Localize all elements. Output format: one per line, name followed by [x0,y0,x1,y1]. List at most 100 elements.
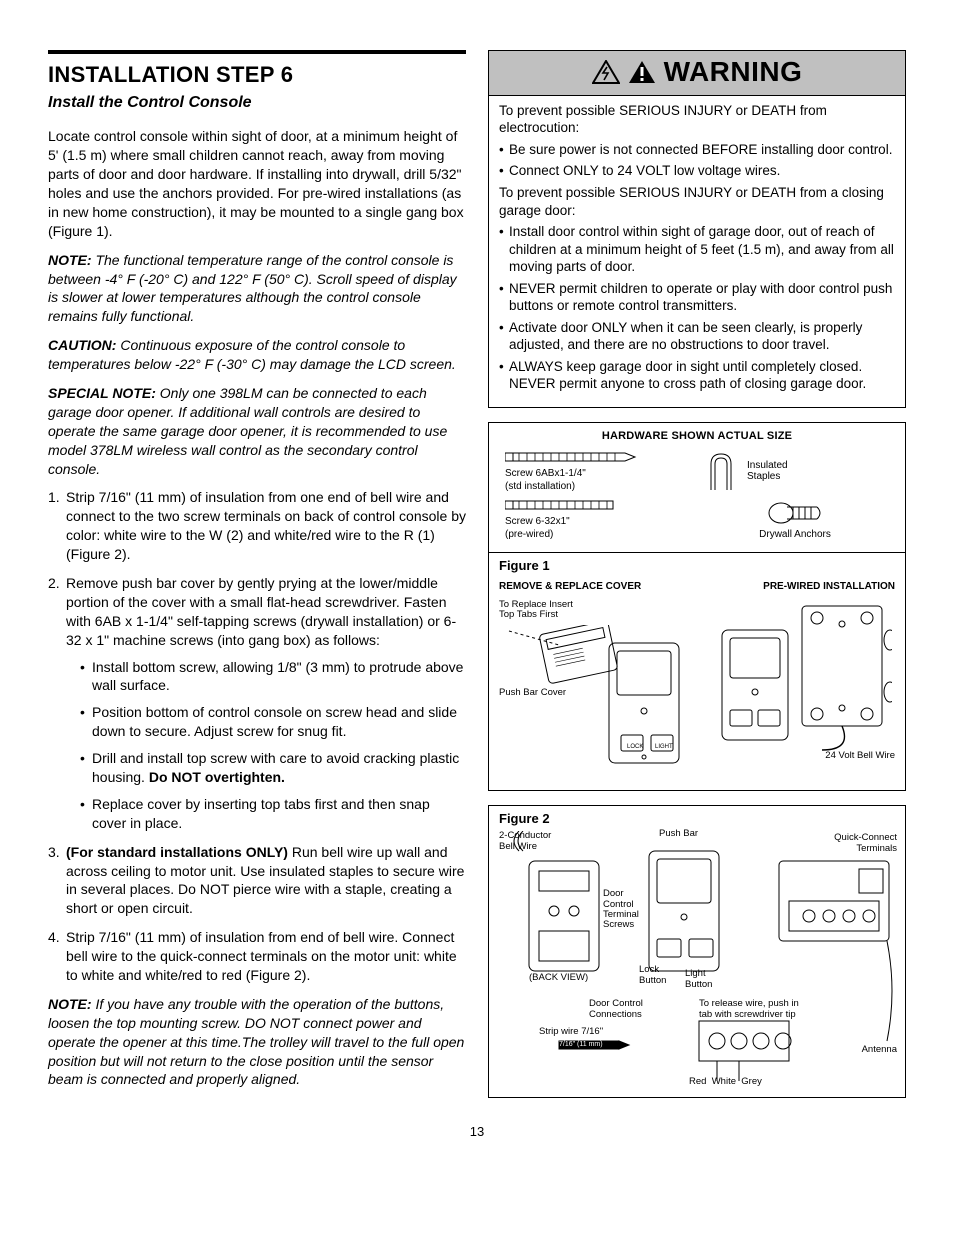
hw-screw1-label-a: Screw 6ABx1-1/4" [505,468,586,479]
fig1-sub-left: REMOVE & REPLACE COVER [499,580,641,594]
hw-staples-label-a: Insulated [747,460,788,471]
steps-list: Strip 7/16" (11 mm) of insulation from o… [48,488,466,984]
fig2-colors: Red White Grey [689,1077,762,1087]
fig2-bellwire-b: Bell Wire [499,841,537,852]
step-2b: Position bottom of control console on sc… [80,703,466,741]
hw-anchors-label: Drywall Anchors [759,529,831,540]
alert-icon [628,60,656,84]
warn-b6: ALWAYS keep garage door in sight until c… [499,358,895,393]
fig2-release-a: To release wire, push in [699,998,799,1009]
warning-body: To prevent possible SERIOUS INJURY or DE… [488,96,906,408]
figure2-diagram-icon [499,831,899,1091]
fig2-bellwire: 2-Conductor Bell Wire [499,831,551,852]
fig2-dcts-c: Terminal [603,909,639,920]
hw-screw2-label-b: (pre-wired) [505,529,553,540]
fig2-grey: Grey [741,1076,762,1087]
step-2: Remove push bar cover by gently prying a… [48,574,466,833]
note2-paragraph: NOTE: If you have any trouble with the o… [48,995,466,1089]
warn-b5: Activate door ONLY when it can be seen c… [499,319,895,354]
hw-anchors: Drywall Anchors [701,499,889,540]
fig2-dcts-d: Screws [603,919,634,930]
note2-label: NOTE: [48,996,92,1012]
fig2-dcts-b: Control [603,899,634,910]
fig2-lightbtn: LightButton [685,969,712,990]
fig2-strip: Strip wire 7/16" [539,1027,603,1037]
hw-screw1-label-b: (std installation) [505,481,575,492]
hw-screw1: Screw 6ABx1-1/4" (std installation) [505,448,693,492]
left-column: INSTALLATION STEP 6 Install the Control … [48,50,466,1099]
section-subtitle: Install the Control Console [48,92,466,114]
intro-paragraph: Locate control console within sight of d… [48,127,466,240]
step-2-sublist: Install bottom screw, allowing 1/8" (3 m… [66,658,466,833]
warn-b3: Install door control within sight of gar… [499,223,895,276]
fig2-pushbar: Push Bar [659,829,698,839]
fig2-dcc-b: Connections [589,1009,642,1020]
warn-b1: Be sure power is not connected BEFORE in… [499,141,895,159]
fig1-pushbar-label: Push Bar Cover [499,688,566,698]
fig2-white: White [712,1076,736,1087]
special-note-paragraph: SPECIAL NOTE: Only one 398LM can be conn… [48,384,466,478]
figure2-title: Figure 2 [489,806,905,828]
step-4: Strip 7/16" (11 mm) of insulation from e… [48,928,466,985]
fig2-antenna: Antenna [862,1045,897,1055]
gangbox-diagram-icon [702,600,892,760]
hardware-title: HARDWARE SHOWN ACTUAL SIZE [489,423,905,448]
fig2-release-b: tab with screwdriver tip [699,1009,796,1020]
warn-p2: To prevent possible SERIOUS INJURY or DE… [499,184,895,219]
step-2-intro: Remove push bar cover by gently prying a… [66,575,456,648]
warn-list-2: Install door control within sight of gar… [499,223,895,393]
figure2-box: Figure 2 [488,805,906,1099]
shock-icon [592,60,620,84]
anchor-icon [767,499,823,527]
top-rule [48,50,466,54]
fig1-left-diagram: To Replace Insert Top Tabs First [499,600,692,780]
fig1-sub-right: PRE-WIRED INSTALLATION [763,580,895,594]
step-2a: Install bottom screw, allowing 1/8" (3 m… [80,658,466,696]
console-diagram-icon: LOCK LIGHT [499,625,689,775]
step-3: (For standard installations ONLY) Run be… [48,843,466,919]
fig2-quick-a: Quick-Connect [834,832,897,843]
hw-screw2: Screw 6-32x1" (pre-wired) [505,496,693,540]
fig2-dcts: Door Control Terminal Screws [603,889,639,931]
fig1-replace-b: Top Tabs First [499,610,692,620]
warn-p1: To prevent possible SERIOUS INJURY or DE… [499,102,895,137]
warning-header: WARNING [488,50,906,96]
page-content: INSTALLATION STEP 6 Install the Control … [48,50,906,1099]
caution-label: CAUTION: [48,337,116,353]
fig2-release: To release wire, push in tab with screwd… [699,999,799,1020]
fig2-lockbtn: LockButton [639,965,666,986]
fig2-dcc-a: Door Control [589,998,643,1009]
fig2-backview: (BACK VIEW) [529,973,588,983]
figure2-content: 2-Conductor Bell Wire Push Bar Quick-Con… [489,827,905,1097]
warning-title: WARNING [664,53,803,91]
step-2c-bold: Do NOT overtighten. [149,769,285,785]
step-1: Strip 7/16" (11 mm) of insulation from o… [48,488,466,564]
caution-paragraph: CAUTION: Continuous exposure of the cont… [48,336,466,374]
warn-b4: NEVER permit children to operate or play… [499,280,895,315]
step-3-bold: (For standard installations ONLY) [66,844,288,860]
fig2-bellwire-a: 2-Conductor [499,830,551,841]
fig2-quick-b: Terminals [856,843,897,854]
figure1-content: To Replace Insert Top Tabs First [489,596,905,790]
figure1-title: Figure 1 [489,553,905,575]
hw-staples: Insulated Staples [701,450,889,492]
step-2d: Replace cover by inserting top tabs firs… [80,795,466,833]
hw-screw2-label-a: Screw 6-32x1" [505,516,570,527]
fig2-dcc: Door Control Connections [589,999,643,1020]
hardware-grid: Screw 6ABx1-1/4" (std installation) Insu… [489,448,905,552]
warning-box: WARNING To prevent possible SERIOUS INJU… [488,50,906,408]
page-number: 13 [48,1123,906,1141]
section-title: INSTALLATION STEP 6 [48,60,466,90]
fig2-quick: Quick-Connect Terminals [834,833,897,854]
fig1-lock-label: LOCK [627,744,643,750]
note-label: NOTE: [48,252,92,268]
screw2-icon [505,496,625,514]
note2-text: If you have any trouble with the operati… [48,996,464,1088]
fig1-right-diagram: 24 Volt Bell Wire [702,600,895,780]
figure1-subtitles: REMOVE & REPLACE COVER PRE-WIRED INSTALL… [489,574,905,596]
step-2c: Drill and install top screw with care to… [80,749,466,787]
note-text: The functional temperature range of the … [48,252,457,325]
fig1-light-label: LIGHT [655,744,673,750]
screw-icon [505,448,645,466]
right-column: WARNING To prevent possible SERIOUS INJU… [488,50,906,1099]
